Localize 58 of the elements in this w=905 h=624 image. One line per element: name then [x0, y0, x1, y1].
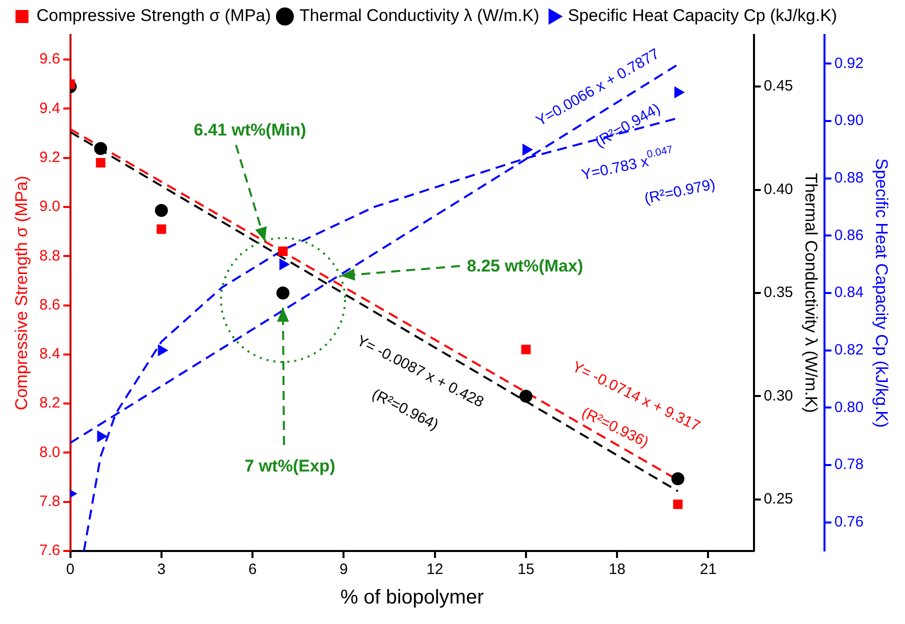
- y3-tick-label: 0.86: [834, 226, 864, 244]
- annotation: 7 wt%(Exp): [244, 456, 336, 476]
- annotation: 6.41 wt%(Min): [194, 120, 306, 140]
- legend-label: Thermal Conductivity λ (W/m.K): [299, 6, 540, 26]
- y3-tick-label: 0.92: [834, 54, 864, 72]
- point: [278, 246, 288, 256]
- y2-tick-label: 0.45: [764, 78, 794, 95]
- y3-tick-label: 0.90: [834, 112, 864, 130]
- y3-tick-label: 0.88: [834, 169, 864, 186]
- point: [97, 430, 108, 442]
- y2-tick-label: 0.35: [764, 284, 794, 302]
- x-tick-label: 3: [157, 561, 166, 578]
- x-tick-label: 21: [700, 561, 717, 578]
- point: [156, 224, 166, 234]
- point: [154, 204, 168, 217]
- x-tick-label: 0: [66, 561, 74, 578]
- y3-axis-title: Specific Heat Capacity Cp (kJ/kg.K): [872, 158, 892, 428]
- y-tick-label: 8.6: [39, 296, 60, 314]
- point: [279, 258, 290, 270]
- point: [96, 158, 106, 168]
- point: [674, 86, 684, 98]
- y3-tick-label: 0.82: [834, 341, 864, 358]
- y-tick-label: 9.2: [39, 149, 60, 166]
- y-tick-label: 8.8: [39, 247, 60, 264]
- y-tick-label: 8.4: [39, 346, 60, 363]
- point: [158, 344, 168, 356]
- x-tick-label: 18: [608, 561, 626, 578]
- point: [673, 500, 683, 510]
- y-tick-label: 8.2: [39, 394, 60, 412]
- y3-tick-label: 0.76: [834, 513, 864, 530]
- y-tick-label: 8.0: [39, 444, 60, 461]
- point: [522, 144, 532, 156]
- x-tick-label: 12: [426, 561, 444, 578]
- y-tick-label: 9.6: [39, 50, 60, 68]
- y2-axis-title: Thermal Conductivity λ (W/m.K): [802, 173, 821, 413]
- point: [671, 472, 684, 486]
- y2-tick-label: 0.40: [764, 180, 794, 198]
- y2-tick-label: 0.30: [764, 387, 794, 404]
- y-tick-label: 7.6: [39, 542, 60, 560]
- point: [94, 142, 108, 156]
- y-tick-label: 7.8: [39, 493, 60, 510]
- legend-label: Specific Heat Capacity Cp (kJ/kg.K): [568, 6, 838, 26]
- x-tick-label: 9: [340, 561, 348, 578]
- point: [521, 344, 531, 354]
- annotation: 8.25 wt%(Max): [466, 256, 584, 276]
- y-tick-label: 9.0: [39, 198, 60, 216]
- x-tick-label: 15: [518, 561, 534, 578]
- y2-tick-label: 0.25: [764, 490, 794, 508]
- legend-label: Compressive Strength σ (MPa): [36, 6, 271, 26]
- y3-tick-label: 0.84: [834, 284, 864, 302]
- y3-tick-label: 0.80: [834, 398, 864, 416]
- y3-tick-label: 0.78: [834, 456, 864, 474]
- point: [276, 286, 290, 300]
- y-axis-title: Compressive Strength σ (MPa): [12, 176, 31, 410]
- point: [519, 390, 532, 403]
- y-tick-label: 9.4: [39, 100, 60, 117]
- x-axis-title: % of biopolymer: [340, 586, 484, 609]
- x-tick-label: 6: [248, 561, 257, 578]
